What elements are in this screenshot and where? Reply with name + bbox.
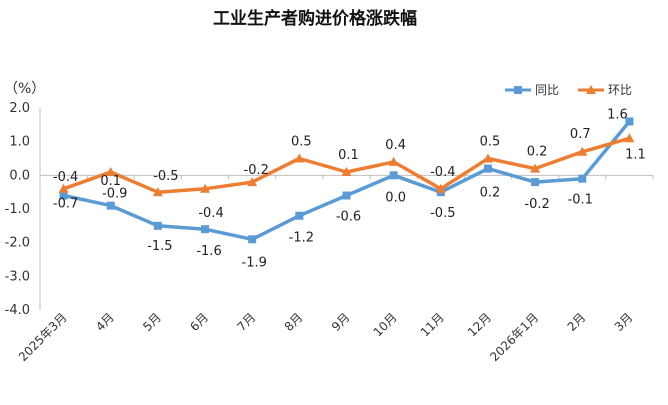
data-point-mom <box>105 166 116 176</box>
y-tick-label: -1.0 <box>5 202 30 217</box>
data-point-yoy <box>389 171 398 180</box>
data-label-mom: 0.5 <box>480 135 501 150</box>
data-label-mom: 0.7 <box>570 127 591 142</box>
legend-label-yoy: 同比 <box>535 83 559 97</box>
y-unit-label: （%） <box>4 81 45 97</box>
x-tick-label: 4月 <box>93 310 117 334</box>
data-point-yoy <box>106 201 115 210</box>
data-label-yoy: -0.1 <box>568 193 593 208</box>
x-tick-label: 8月 <box>282 310 306 334</box>
data-point-yoy <box>625 117 634 126</box>
data-label-mom: -0.4 <box>198 206 223 221</box>
x-tick-label: 3月 <box>612 310 636 334</box>
data-label-yoy: -0.6 <box>336 210 361 225</box>
data-point-mom <box>341 166 352 176</box>
x-tick-label: 11月 <box>418 310 447 339</box>
data-label-mom: 1.1 <box>625 147 646 162</box>
x-tick-label: 5月 <box>140 310 164 334</box>
x-tick-label: 10月 <box>371 310 400 339</box>
data-point-mom <box>624 133 635 143</box>
y-tick-label: -4.0 <box>5 303 30 318</box>
data-label-yoy: -1.5 <box>147 239 172 254</box>
data-point-yoy <box>153 221 162 230</box>
legend-marker-mom <box>586 85 596 94</box>
data-label-mom: 0.1 <box>100 174 121 189</box>
data-point-yoy <box>578 174 587 183</box>
data-label-mom: -0.5 <box>153 169 178 184</box>
data-label-yoy: -0.7 <box>53 197 78 212</box>
data-label-mom: -0.2 <box>244 163 269 178</box>
data-point-yoy <box>201 225 210 234</box>
x-tick-label: 7月 <box>235 310 259 334</box>
y-tick-label: 1.0 <box>9 135 30 150</box>
x-tick-label: 12月 <box>465 310 494 339</box>
data-label-yoy: -0.2 <box>524 197 549 212</box>
legend-label-mom: 环比 <box>608 83 632 97</box>
data-point-yoy <box>59 191 68 200</box>
data-label-mom: -0.4 <box>53 170 78 185</box>
legend-item-yoy: 同比 <box>505 83 559 97</box>
data-label-yoy: -1.6 <box>196 244 221 259</box>
data-label-mom: 0.1 <box>338 148 359 163</box>
data-label-yoy: 1.6 <box>607 107 628 122</box>
data-label-yoy: 0.0 <box>385 190 406 205</box>
data-label-yoy: -1.2 <box>289 231 314 246</box>
data-point-yoy <box>342 191 351 200</box>
data-point-mom <box>435 183 446 193</box>
y-tick-label: -2.0 <box>5 236 30 251</box>
data-label-yoy: 0.2 <box>480 186 501 201</box>
data-label-mom: 0.4 <box>385 138 406 153</box>
data-label-mom: 0.5 <box>291 135 312 150</box>
data-label-yoy: -0.5 <box>430 206 455 221</box>
chart-legend: 同比 环比 <box>505 83 632 97</box>
y-tick-label: -3.0 <box>5 269 30 284</box>
x-tick-label: 2026年1月 <box>487 310 541 364</box>
x-tick-label: 2月 <box>565 310 589 334</box>
data-label-yoy: -0.9 <box>102 187 127 202</box>
data-point-mom <box>530 163 541 173</box>
data-point-yoy <box>295 211 304 220</box>
y-tick-label: 2.0 <box>9 101 30 116</box>
chart-data-labels: -0.7 -0.9 -1.5 -1.6 -1.9 -1.2 -0.6 0.0 -0.5 0.2 -0… <box>53 107 646 270</box>
x-tick-label: 6月 <box>187 310 211 334</box>
legend-marker-yoy <box>514 86 522 94</box>
data-point-mom <box>247 177 258 187</box>
data-point-mom <box>152 187 163 197</box>
data-point-yoy <box>531 178 540 187</box>
x-tick-label: 2025年3月 <box>16 310 70 364</box>
data-point-mom <box>388 156 399 166</box>
data-point-mom <box>294 153 305 163</box>
y-tick-label: 0.0 <box>9 168 30 183</box>
data-label-mom: 0.2 <box>527 145 548 160</box>
chart-series <box>58 117 635 244</box>
data-label-yoy: -1.9 <box>242 255 267 270</box>
data-point-mom <box>577 146 588 156</box>
data-label-mom: -0.4 <box>430 165 455 180</box>
legend-item-mom: 环比 <box>578 83 632 97</box>
chart-title: 工业生产者购进价格涨跌幅 <box>213 8 417 29</box>
data-point-yoy <box>248 235 257 244</box>
x-tick-label: 9月 <box>329 310 353 334</box>
data-point-yoy <box>483 164 492 173</box>
data-point-mom <box>200 183 211 193</box>
data-point-mom <box>482 153 493 163</box>
data-point-mom <box>58 183 69 193</box>
